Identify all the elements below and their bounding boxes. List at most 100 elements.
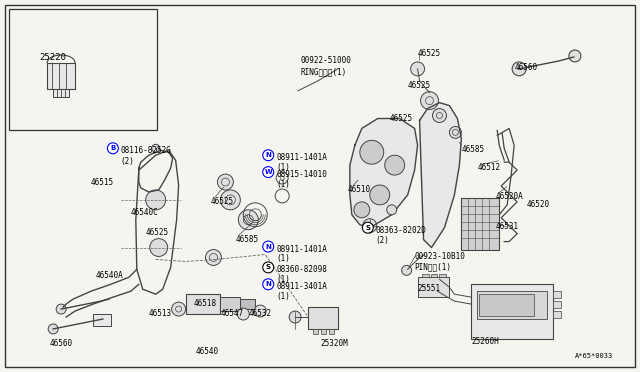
Text: 08911-3401A: 08911-3401A bbox=[276, 282, 327, 291]
Circle shape bbox=[512, 62, 526, 76]
Circle shape bbox=[150, 238, 168, 256]
Text: (1): (1) bbox=[276, 163, 290, 172]
Text: 46540A: 46540A bbox=[96, 271, 124, 280]
Text: A*65*0033: A*65*0033 bbox=[575, 353, 613, 359]
Text: RINGリング(1): RINGリング(1) bbox=[300, 67, 346, 76]
Text: 46532: 46532 bbox=[248, 309, 271, 318]
Text: 46560: 46560 bbox=[514, 63, 537, 72]
Text: 46520A: 46520A bbox=[495, 192, 523, 201]
Text: N: N bbox=[266, 281, 271, 287]
Bar bbox=[431, 274, 438, 277]
Text: 46525: 46525 bbox=[211, 197, 234, 206]
Text: 00923-10B10: 00923-10B10 bbox=[415, 251, 465, 260]
Text: 46585: 46585 bbox=[236, 235, 259, 244]
Bar bbox=[321, 329, 326, 334]
Text: S: S bbox=[365, 225, 371, 231]
Circle shape bbox=[172, 302, 186, 316]
Bar bbox=[471, 284, 553, 339]
Circle shape bbox=[56, 304, 66, 314]
Circle shape bbox=[411, 62, 424, 76]
Bar bbox=[553, 291, 561, 298]
Circle shape bbox=[387, 205, 397, 215]
Circle shape bbox=[263, 241, 274, 252]
Text: W: W bbox=[264, 169, 272, 175]
Text: (2): (2) bbox=[376, 235, 390, 245]
Bar bbox=[53, 89, 69, 97]
Circle shape bbox=[263, 262, 274, 273]
Circle shape bbox=[48, 324, 58, 334]
Circle shape bbox=[569, 50, 581, 62]
Text: 08360-82098: 08360-82098 bbox=[276, 265, 327, 275]
Bar bbox=[313, 329, 318, 334]
Circle shape bbox=[449, 126, 461, 138]
Circle shape bbox=[433, 109, 447, 122]
Bar bbox=[440, 274, 447, 277]
Circle shape bbox=[263, 150, 274, 161]
Text: (2): (2) bbox=[121, 157, 135, 166]
Text: 08116-8252G: 08116-8252G bbox=[121, 146, 172, 155]
Text: (1): (1) bbox=[276, 275, 290, 284]
Text: N: N bbox=[266, 152, 271, 158]
Circle shape bbox=[220, 190, 241, 210]
Polygon shape bbox=[350, 119, 417, 228]
Circle shape bbox=[152, 144, 160, 152]
Circle shape bbox=[363, 219, 377, 232]
Circle shape bbox=[205, 250, 221, 265]
Text: B: B bbox=[110, 145, 116, 151]
Bar bbox=[47, 63, 75, 89]
Text: 46525: 46525 bbox=[390, 113, 413, 122]
Text: (1): (1) bbox=[276, 180, 290, 189]
Text: 25220: 25220 bbox=[39, 53, 66, 62]
Bar bbox=[477, 291, 547, 319]
Text: 25260H: 25260H bbox=[471, 337, 499, 346]
Text: 46525: 46525 bbox=[408, 81, 431, 90]
Circle shape bbox=[108, 143, 118, 154]
Text: 08911-1401A: 08911-1401A bbox=[276, 153, 327, 162]
Text: 46515: 46515 bbox=[91, 178, 114, 187]
Text: 46540C: 46540C bbox=[131, 208, 159, 217]
Circle shape bbox=[146, 190, 166, 210]
Text: N: N bbox=[266, 244, 271, 250]
Circle shape bbox=[237, 308, 250, 320]
Bar bbox=[329, 329, 334, 334]
Text: 46520: 46520 bbox=[527, 200, 550, 209]
Bar bbox=[241, 299, 255, 309]
Bar bbox=[553, 311, 561, 318]
Text: 00922-51000: 00922-51000 bbox=[300, 56, 351, 65]
Circle shape bbox=[218, 174, 234, 190]
Bar bbox=[186, 294, 220, 314]
Circle shape bbox=[354, 202, 370, 218]
Bar bbox=[479, 294, 534, 316]
Circle shape bbox=[254, 305, 266, 317]
Text: 08363-8202D: 08363-8202D bbox=[376, 226, 427, 235]
Bar bbox=[422, 274, 429, 277]
Bar bbox=[417, 277, 449, 297]
Circle shape bbox=[263, 279, 274, 290]
Text: 46585: 46585 bbox=[461, 145, 484, 154]
Text: 25551: 25551 bbox=[417, 284, 441, 293]
Text: 08915-14010: 08915-14010 bbox=[276, 170, 327, 179]
Text: 46540: 46540 bbox=[196, 347, 219, 356]
Text: 46513: 46513 bbox=[148, 309, 172, 318]
Circle shape bbox=[370, 185, 390, 205]
Text: PINピン(1): PINピン(1) bbox=[415, 262, 452, 272]
Bar bbox=[553, 301, 561, 308]
Bar bbox=[461, 198, 499, 250]
Circle shape bbox=[420, 92, 438, 110]
Circle shape bbox=[289, 311, 301, 323]
Text: 46512: 46512 bbox=[477, 163, 500, 172]
Text: 46525: 46525 bbox=[417, 49, 441, 58]
Bar bbox=[308, 307, 338, 329]
Text: (1): (1) bbox=[276, 254, 290, 263]
Bar bbox=[93, 314, 111, 326]
Circle shape bbox=[402, 265, 412, 275]
Circle shape bbox=[238, 210, 259, 230]
Circle shape bbox=[385, 155, 404, 175]
Text: 46531: 46531 bbox=[495, 222, 518, 231]
Text: 46560: 46560 bbox=[49, 339, 72, 348]
Text: 08911-1401A: 08911-1401A bbox=[276, 244, 327, 254]
Text: 25320M: 25320M bbox=[320, 339, 348, 348]
Circle shape bbox=[263, 167, 274, 177]
Text: 46547: 46547 bbox=[220, 309, 244, 318]
Text: S: S bbox=[266, 264, 271, 270]
